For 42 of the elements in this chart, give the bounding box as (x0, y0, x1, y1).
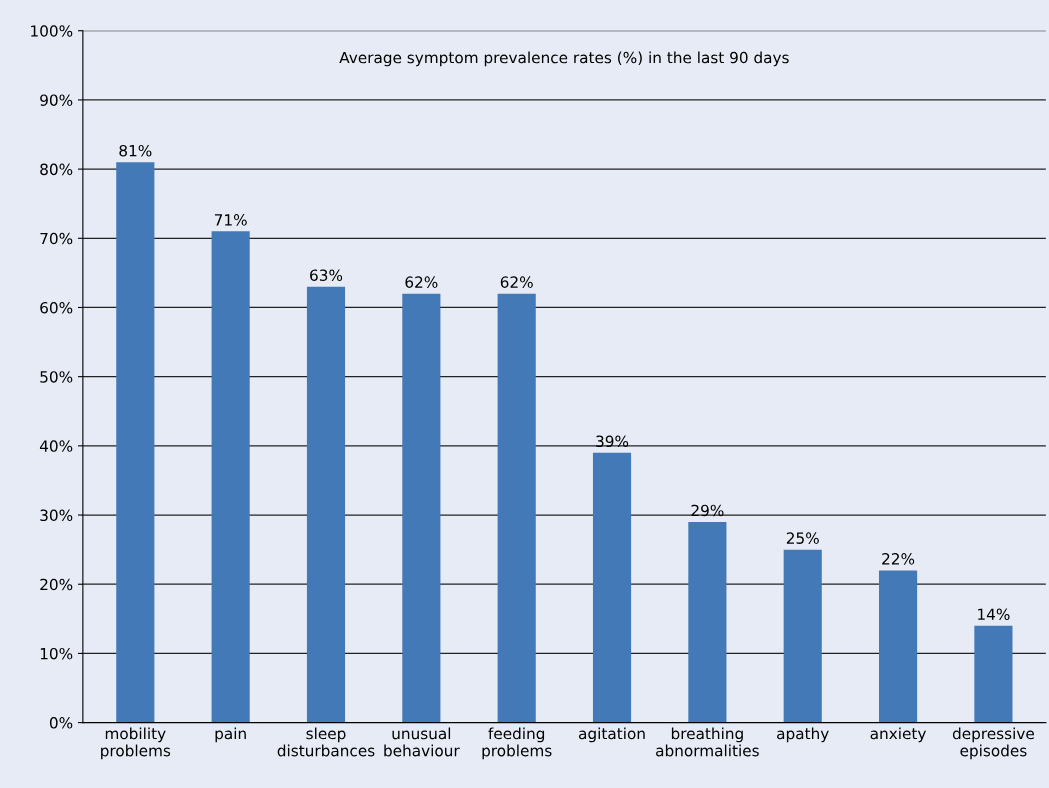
bar (879, 570, 918, 723)
data-label: 29% (691, 504, 724, 517)
data-label: 62% (500, 276, 533, 288)
data-label: 22% (882, 553, 915, 565)
x-tick-label: pain (215, 727, 246, 743)
y-tick-label: 40% (39, 440, 73, 452)
bar (402, 293, 441, 723)
data-label: 62% (405, 276, 438, 288)
x-tick-label: unusual behaviour (384, 727, 460, 757)
bar (783, 549, 822, 723)
y-tick-label: 80% (40, 163, 73, 176)
x-tick-label: sleep disturbances (277, 727, 375, 757)
y-tick-label: 30% (40, 509, 73, 522)
bar (211, 231, 250, 723)
x-tick-label: feeding problems (482, 727, 552, 760)
bar (974, 625, 1013, 723)
y-tick-label: 90% (40, 94, 73, 106)
x-tick-label: apathy (777, 727, 829, 743)
x-tick-label: anxiety (870, 727, 926, 743)
x-tick-label: agitation (578, 727, 645, 743)
data-label: 14% (978, 608, 1010, 620)
data-label: 63% (310, 269, 343, 281)
x-tick-label: breathing abnormalities (656, 727, 759, 757)
bar (688, 521, 727, 723)
text: Average symptom prevalence rates (%) in the last 90 days (339, 51, 789, 67)
bar (497, 293, 536, 723)
x-tick-label: depressive episodes (952, 727, 1034, 760)
y-tick-label: 10% (40, 647, 73, 660)
data-label: 81% (119, 144, 152, 157)
x-tick-label: mobility problems (101, 727, 171, 760)
data-label: 39% (596, 435, 629, 448)
data-label: 25% (786, 532, 819, 544)
data-label: 71% (214, 214, 247, 226)
y-tick-label: 100% (31, 25, 73, 37)
y-tick-label: 0% (49, 717, 73, 729)
bar (116, 162, 155, 723)
y-tick-label: 60% (40, 301, 73, 314)
bar (306, 286, 346, 723)
y-tick-label: 70% (40, 232, 73, 245)
bar (592, 452, 632, 723)
y-tick-label: 50% (40, 371, 73, 383)
y-tick-label: 20% (40, 578, 73, 591)
